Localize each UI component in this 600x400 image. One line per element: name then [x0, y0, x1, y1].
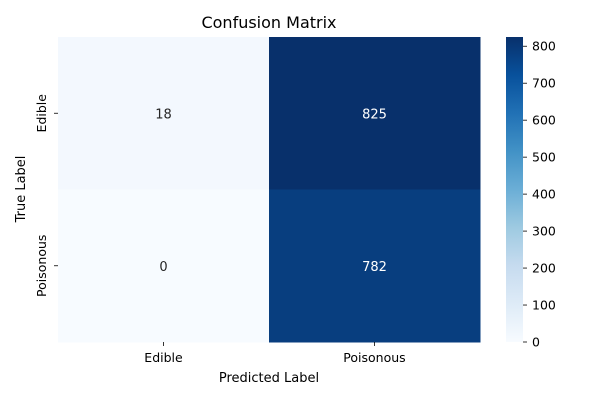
- colorbar-tick-label: 0: [532, 335, 540, 350]
- colorbar: [506, 37, 523, 342]
- heatmap-cell-labels: 18 825 0 782: [155, 107, 387, 275]
- chart-title: Confusion Matrix: [201, 13, 336, 32]
- y-axis-ticks: Edible Poisonous: [34, 94, 58, 297]
- y-axis-label: True Label: [14, 156, 29, 224]
- x-tick-label: Edible: [144, 350, 183, 365]
- colorbar-tick-label: 600: [532, 113, 556, 128]
- cell-value-label: 825: [362, 107, 387, 122]
- y-tick-label: Edible: [34, 94, 49, 133]
- colorbar-tick-label: 500: [532, 150, 556, 165]
- colorbar-tick-label: 200: [532, 261, 556, 276]
- x-axis-label: Predicted Label: [219, 371, 319, 386]
- heatmap-cell: [58, 37, 270, 190]
- heatmap-cell: [269, 189, 481, 343]
- colorbar-tick-label: 700: [532, 76, 556, 91]
- y-tick-label: Poisonous: [34, 235, 49, 297]
- heatmap-cells: [58, 37, 481, 343]
- cell-value-label: 18: [155, 107, 172, 122]
- colorbar-tick-label: 400: [532, 187, 556, 202]
- heatmap-cell: [269, 37, 481, 190]
- colorbar-tick-label: 800: [532, 39, 556, 54]
- colorbar-ticks: 0 100 200 300 400 500 600 700 800: [523, 39, 556, 350]
- x-axis-ticks: Edible Poisonous: [144, 342, 406, 365]
- heatmap-cell: [58, 189, 270, 343]
- cell-value-label: 0: [159, 260, 167, 275]
- colorbar-tick-label: 100: [532, 298, 556, 313]
- cell-value-label: 782: [362, 260, 387, 275]
- x-tick-label: Poisonous: [343, 350, 405, 365]
- colorbar-tick-label: 300: [532, 224, 556, 239]
